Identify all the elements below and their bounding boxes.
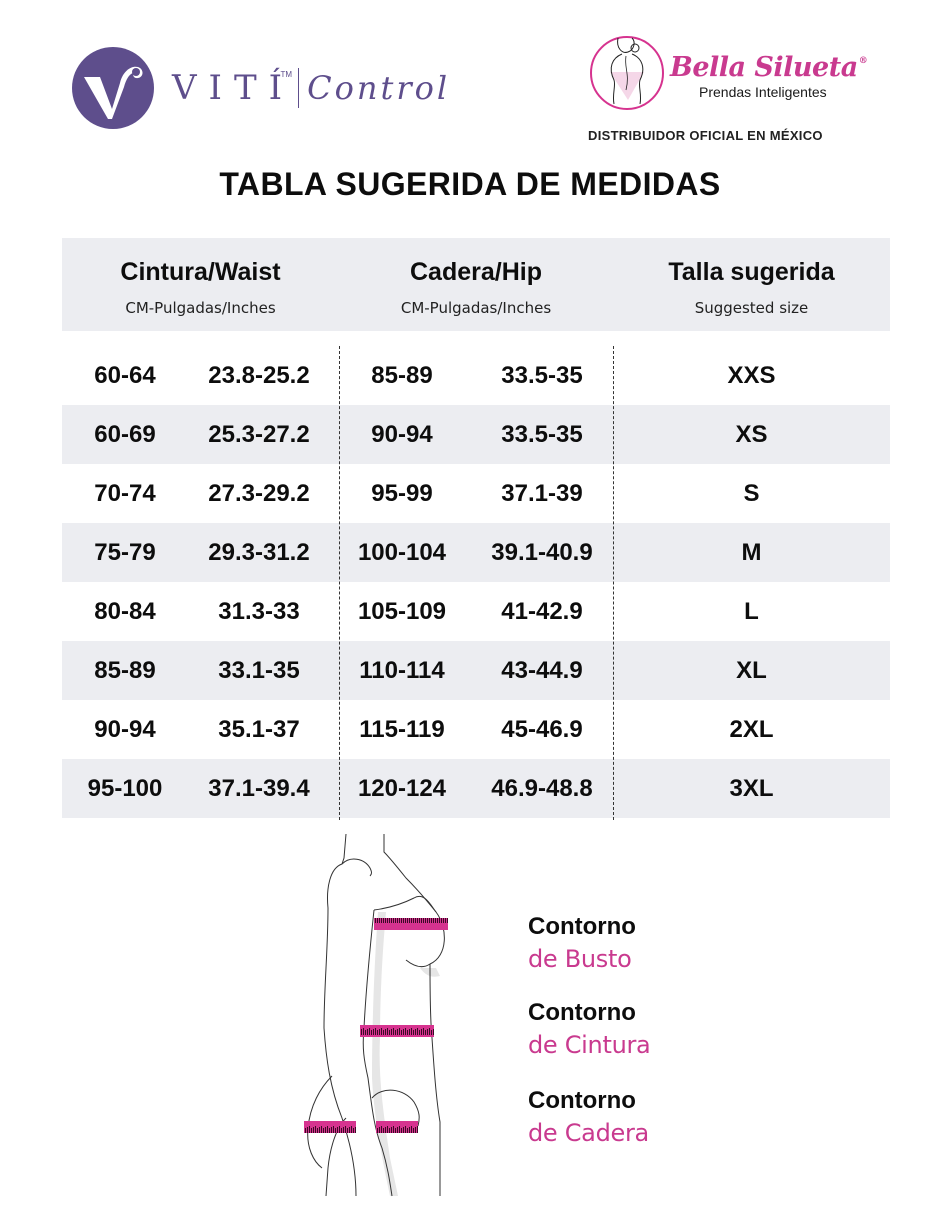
size-cell: XXS: [727, 362, 776, 389]
waist-cm-cell: 75-79: [94, 539, 156, 566]
size-cell: XS: [735, 421, 768, 448]
trademark-mark: TM: [280, 70, 293, 79]
bella-silueta-brand-name: Bella Silueta®: [670, 52, 868, 83]
waist-cm-cell: 60-69: [94, 421, 156, 448]
legend-bust: Contorno de Busto: [528, 912, 650, 976]
hip-cm-cell: 110-114: [359, 657, 445, 684]
legend-waist: Contorno de Cintura: [528, 998, 651, 1062]
distributor-label: DISTRIBUIDOR OFICIAL EN MÉXICO: [588, 128, 823, 143]
size-cell: L: [744, 598, 759, 625]
size-cell: 2XL: [729, 716, 774, 743]
viti-brand-name: VITÍ TM: [172, 68, 295, 108]
waist-in-cell: 31.3-33: [218, 598, 300, 625]
waist-cm-cell: 90-94: [94, 716, 156, 743]
waist-cm-cell: 80-84: [94, 598, 156, 625]
size-cell: 3XL: [729, 775, 774, 802]
table-row: 70-74 27.3-29.2 95-99 37.1-39 S: [62, 464, 890, 523]
table-body: 60-64 23.8-25.2 85-89 33.5-35 XXS 60-69 …: [62, 346, 890, 818]
legend-bust-sub: de Busto: [528, 945, 632, 973]
header-waist-title: Cintura/Waist: [120, 258, 281, 286]
header-hip: Cadera/Hip CM-Pulgadas/Inches: [339, 238, 613, 331]
header-waist-units: CM-Pulgadas/Inches: [125, 299, 276, 317]
size-cell: XL: [736, 657, 767, 684]
header-waist: Cintura/Waist CM-Pulgadas/Inches: [62, 238, 339, 331]
column-divider-hip-size: [613, 346, 614, 820]
hip-in-cell: 46.9-48.8: [491, 775, 593, 802]
legend-hip-sub: de Cadera: [528, 1119, 649, 1147]
table-header: Cintura/Waist CM-Pulgadas/Inches Cadera/…: [62, 238, 890, 331]
waist-cm-cell: 85-89: [94, 657, 156, 684]
legend-waist-sub: de Cintura: [528, 1031, 651, 1059]
hip-cm-cell: 100-104: [357, 539, 447, 566]
registered-mark: ®: [858, 56, 868, 66]
table-row: 80-84 31.3-33 105-109 41-42.9 L: [62, 582, 890, 641]
viti-sub-brand: Control: [307, 69, 451, 107]
table-row: 95-100 37.1-39.4 120-124 46.9-48.8 3XL: [62, 759, 890, 818]
hip-cm-cell: 85-89: [371, 362, 433, 389]
hip-in-cell: 37.1-39: [501, 480, 583, 507]
waist-in-cell: 27.3-29.2: [208, 480, 310, 507]
waist-in-cell: 33.1-35: [218, 657, 300, 684]
viti-wordmark: VITÍ TM Control: [172, 68, 450, 108]
size-chart-table: Cintura/Waist CM-Pulgadas/Inches Cadera/…: [62, 238, 890, 820]
size-cell: S: [743, 480, 760, 507]
silhouette-emblem-icon: [590, 36, 664, 110]
waist-cm-cell: 70-74: [94, 480, 156, 507]
header-hip-title: Cadera/Hip: [410, 258, 542, 286]
hip-cm-cell: 105-109: [357, 598, 447, 625]
hip-in-cell: 33.5-35: [501, 362, 583, 389]
hip-cm-cell: 90-94: [371, 421, 433, 448]
header-size-sub: Suggested size: [694, 299, 809, 317]
header-hip-units: CM-Pulgadas/Inches: [400, 299, 552, 317]
hip-cm-cell: 120-124: [357, 775, 447, 802]
table-row: 60-69 25.3-27.2 90-94 33.5-35 XS: [62, 405, 890, 464]
waist-in-cell: 23.8-25.2: [208, 362, 310, 389]
measurement-legend: Contorno de Busto Contorno de Cintura Co…: [528, 912, 651, 1172]
hip-in-cell: 39.1-40.9: [491, 539, 593, 566]
table-row: 75-79 29.3-31.2 100-104 39.1-40.9 M: [62, 523, 890, 582]
waist-cm-cell: 95-100: [87, 775, 163, 802]
legend-hip: Contorno de Cadera: [528, 1086, 650, 1150]
waist-cm-cell: 60-64: [94, 362, 156, 389]
viti-control-logo: VITÍ TM Control: [72, 47, 450, 129]
hip-in-cell: 45-46.9: [501, 716, 583, 743]
table-row: 60-64 23.8-25.2 85-89 33.5-35 XXS: [62, 346, 890, 405]
size-cell: M: [741, 539, 762, 566]
legend-waist-title: Contorno: [528, 999, 636, 1026]
logo-separator: [298, 68, 300, 108]
table-row: 85-89 33.1-35 110-114 43-44.9 XL: [62, 641, 890, 700]
waist-in-cell: 25.3-27.2: [208, 421, 310, 448]
table-row: 90-94 35.1-37 115-119 45-46.9 2XL: [62, 700, 890, 759]
header-size-title: Talla sugerida: [668, 258, 835, 286]
hip-in-cell: 33.5-35: [501, 421, 583, 448]
page-title: TABLA SUGERIDA DE MEDIDAS: [219, 166, 721, 202]
header-size: Talla sugerida Suggested size: [613, 238, 890, 331]
hip-in-cell: 43-44.9: [501, 657, 583, 684]
waist-in-cell: 29.3-31.2: [208, 539, 310, 566]
legend-bust-title: Contorno: [528, 913, 636, 940]
waist-in-cell: 37.1-39.4: [208, 775, 310, 802]
viti-v-emblem-icon: [72, 47, 154, 129]
bella-tagline: Prendas Inteligentes: [699, 84, 827, 100]
hip-cm-cell: 115-119: [359, 716, 445, 743]
waist-in-cell: 35.1-37: [218, 716, 300, 743]
hip-cm-cell: 95-99: [371, 480, 433, 507]
hip-in-cell: 41-42.9: [501, 598, 583, 625]
bella-silueta-logo: Bella Silueta® Prendas Inteligentes: [588, 30, 878, 150]
column-divider-waist-hip: [339, 346, 340, 820]
body-measurement-diagram-icon: [304, 833, 448, 1197]
legend-hip-title: Contorno: [528, 1087, 636, 1114]
